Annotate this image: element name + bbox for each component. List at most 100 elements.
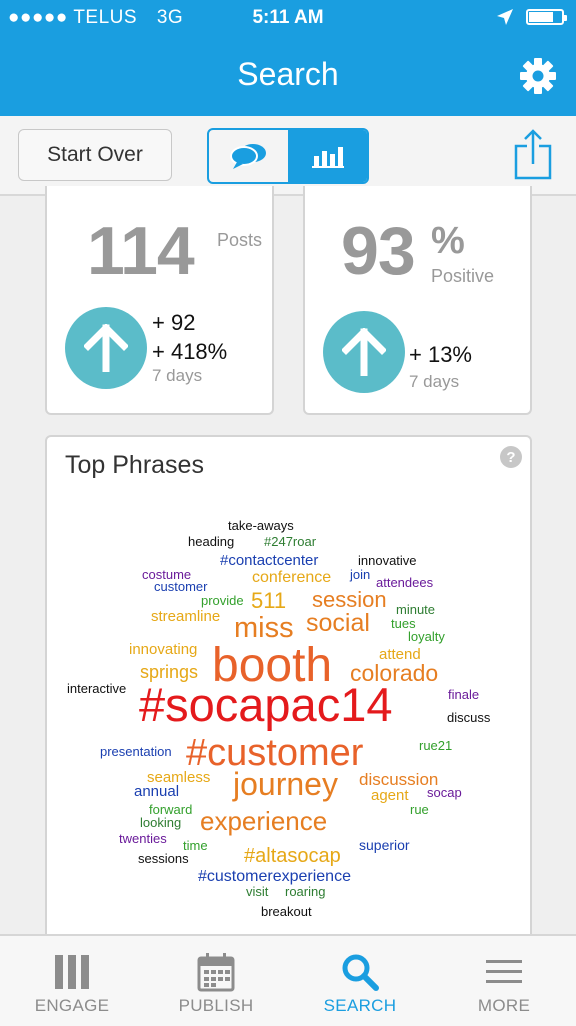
search-icon [342, 954, 379, 991]
phrase-word: visit [246, 884, 269, 899]
phrase-word: sessions [138, 851, 189, 866]
phrase-word: #customer [186, 732, 364, 774]
carrier-label: ●●●●● TELUS [8, 7, 138, 28]
phrase-word: loyalty [408, 629, 445, 644]
posts-change-pct: + 418% [152, 339, 228, 364]
phrase-word: springs [140, 662, 199, 682]
phrase-word: #contactcenter [220, 552, 319, 569]
phrase-word: roaring [285, 884, 326, 899]
phrase-word: booth [212, 639, 333, 692]
phrase-word: agent [371, 787, 409, 804]
phrase-word: seamless [147, 769, 211, 786]
trend-up-icon [323, 311, 405, 393]
chart-view-tab[interactable] [288, 130, 367, 182]
toolbar: Start Over [0, 116, 576, 196]
phrase-word: join [350, 567, 371, 582]
phrase-word: tues [391, 616, 416, 631]
phrase-word: #247roar [264, 534, 317, 549]
status-time: 5:11 AM [252, 7, 324, 28]
start-over-button[interactable]: Start Over [18, 129, 172, 181]
posts-unit-label: Posts [217, 230, 263, 250]
sentiment-period: 7 days [409, 372, 460, 391]
phrase-word: discussion [359, 770, 439, 789]
tab-more[interactable]: MORE [432, 936, 576, 1026]
phrase-word: finale [448, 687, 480, 702]
phrase-word: customer [154, 579, 208, 594]
tab-publish[interactable]: PUBLISH [144, 936, 288, 1026]
phrase-word: experience [200, 806, 328, 836]
phrase-word: minute [396, 602, 436, 617]
phrase-word: attendees [376, 575, 434, 590]
sentiment-change-pct: + 13% [409, 342, 472, 367]
conversation-view-tab[interactable] [209, 130, 288, 182]
calendar-icon [197, 953, 235, 992]
chat-bubbles-icon [229, 144, 266, 169]
phrase-word: annual [134, 783, 180, 800]
phrase-word: innovating [129, 641, 198, 658]
sentiment-value: 93 [341, 213, 416, 289]
bar-chart-icon [311, 147, 344, 168]
phrase-word: #altasocap [244, 845, 341, 867]
phrase-word: twenties [119, 831, 167, 846]
phrase-word: conference [252, 569, 332, 586]
phrase-word: innovative [358, 553, 417, 568]
sentiment-unit-label: Positive [431, 266, 495, 286]
phrase-word: 511 [251, 588, 287, 613]
battery-icon [526, 9, 567, 25]
location-arrow-icon [497, 9, 513, 25]
sentiment-stat-card: 93 % Positive + 13% 7 days [303, 186, 532, 415]
phrase-word: streamline [151, 608, 221, 625]
phrase-word: socap [427, 785, 462, 800]
phrase-word: presentation [100, 744, 172, 759]
tab-engage[interactable]: ENGAGE [0, 936, 144, 1026]
network-type: 3G [156, 7, 184, 28]
phrase-word: superior [359, 837, 410, 853]
trend-up-icon [65, 307, 147, 389]
tab-more-label: MORE [477, 996, 531, 1015]
view-segmented-control [207, 128, 369, 184]
phrase-word: take-aways [228, 518, 294, 533]
gear-icon[interactable] [518, 56, 558, 96]
top-phrases-title: Top Phrases [65, 451, 204, 479]
phrase-word: attend [379, 646, 421, 663]
tab-bar: ENGAGE PUBLISH SEARCH MORE [0, 934, 576, 1026]
status-right [496, 8, 567, 26]
tab-engage-label: ENGAGE [34, 996, 110, 1015]
phrase-word: discuss [447, 710, 491, 725]
phrase-word: costume [142, 567, 192, 582]
status-bar: ●●●●● TELUS 3G 5:11 AM [0, 0, 576, 36]
tab-search[interactable]: SEARCH [288, 936, 432, 1026]
menu-icon [486, 960, 522, 983]
nav-bar: Search [0, 36, 576, 116]
posts-period: 7 days [152, 366, 203, 385]
tab-search-label: SEARCH [323, 996, 397, 1015]
phrase-word: looking [140, 815, 182, 830]
phrase-word: miss [234, 612, 294, 644]
phrase-word: journey [233, 766, 338, 802]
help-icon[interactable]: ? [500, 446, 522, 468]
sentiment-percent-symbol: % [431, 220, 465, 262]
page-title: Search [237, 56, 339, 92]
engage-columns-icon [55, 955, 89, 989]
phrase-word: provide [201, 593, 244, 608]
phrase-word: #customerexperience [198, 868, 351, 885]
phrase-word: social [306, 609, 370, 637]
phrase-word: breakout [261, 904, 312, 919]
tab-publish-label: PUBLISH [178, 996, 254, 1015]
phrase-word: time [183, 838, 208, 853]
posts-count: 114 [87, 213, 195, 289]
share-icon[interactable] [514, 128, 552, 180]
phrase-word: session [312, 587, 387, 612]
top-phrases-card: Top Phrases ? take-aways heading #247roar #… [45, 435, 532, 955]
phrase-word: interactive [67, 681, 127, 696]
word-cloud: take-aways heading #247roar #contactcenter i… [47, 437, 534, 957]
phrase-word: colorado [350, 660, 439, 686]
phrase-word: rue [410, 802, 429, 817]
carrier-signal: ●●●●● TELUS 3G [8, 7, 183, 29]
phrase-word: #socapac14 [139, 678, 393, 731]
phrase-word: rue21 [419, 738, 453, 753]
posts-change: + 92 [152, 310, 196, 335]
phrase-word: forward [149, 802, 193, 817]
phrase-word: heading [188, 534, 235, 549]
posts-stat-card: 114 Posts + 92 + 418% 7 days [45, 186, 274, 415]
